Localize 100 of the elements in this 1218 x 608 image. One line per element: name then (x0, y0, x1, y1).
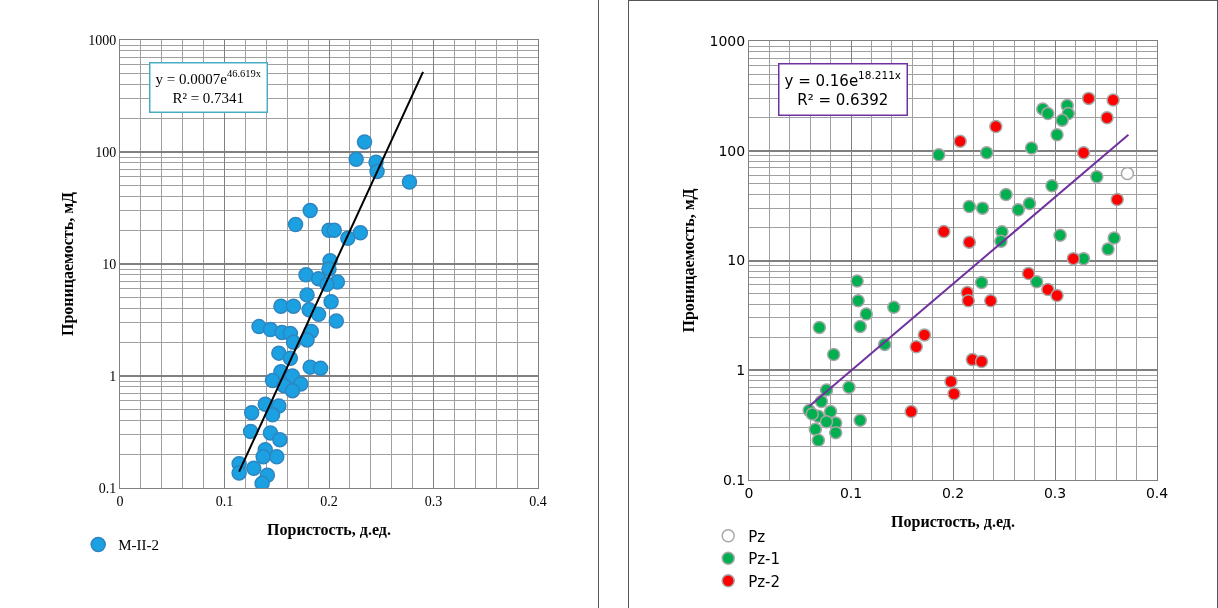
point (242, 423, 259, 440)
y-tick-label: 1 (109, 368, 117, 384)
point (1041, 106, 1055, 121)
point (1100, 110, 1114, 125)
point (917, 328, 932, 342)
point (975, 201, 990, 215)
x-tick-label: 0.1 (839, 484, 863, 501)
point (961, 293, 976, 308)
y-tick-label: 100 (95, 144, 117, 160)
y-tick-label: 1 (736, 362, 746, 379)
point (302, 202, 318, 219)
point (974, 275, 989, 290)
y-tick-label: 1000 (709, 32, 746, 49)
point (284, 382, 301, 399)
legend-label: M-II-2 (118, 537, 160, 554)
point (1024, 141, 1039, 155)
annotation: y = 0.16e$^{18.211x}$ (784, 69, 902, 90)
point (805, 407, 819, 421)
point (947, 387, 961, 401)
point (853, 319, 867, 334)
point (819, 414, 834, 429)
x-tick-label: 0 (116, 493, 124, 509)
point (909, 339, 924, 354)
point (1101, 242, 1115, 256)
x-tick-label: 0 (744, 484, 754, 501)
point (1090, 169, 1104, 184)
point (1029, 275, 1044, 289)
point (984, 293, 998, 308)
point (999, 187, 1013, 202)
x-axis-title: Пористость, д.ед. (891, 513, 1015, 532)
legend-label: Pz-1 (748, 550, 781, 569)
point (254, 475, 270, 488)
point (1021, 266, 1036, 281)
annotation: R² = 0.7341 (172, 90, 245, 107)
point (326, 222, 342, 239)
annotation: y = 0.0007e$^{46.619x}$ (155, 68, 262, 87)
point (1041, 282, 1055, 297)
point (401, 174, 418, 190)
point (887, 300, 901, 314)
point (273, 298, 289, 314)
point (348, 151, 364, 168)
x-tick-label: 0.3 (424, 493, 443, 509)
point (812, 320, 827, 335)
point (269, 449, 285, 465)
point (312, 360, 329, 377)
point (323, 294, 339, 310)
point (859, 307, 874, 321)
point (989, 119, 1003, 134)
point (850, 274, 864, 288)
point (953, 134, 967, 149)
x-axis-title: Пористость, д.ед. (267, 521, 391, 540)
point (1022, 196, 1037, 211)
point (1120, 166, 1135, 181)
point (1066, 251, 1081, 266)
x-tick-label: 0.4 (529, 493, 547, 509)
point (1107, 231, 1121, 245)
y-tick-label: 1000 (88, 32, 117, 48)
point (1076, 145, 1091, 160)
y-tick-label: 0.1 (722, 471, 746, 488)
x-tick-label: 0.2 (941, 484, 965, 501)
point (962, 235, 977, 249)
x-tick-label: 0.4 (1145, 484, 1169, 501)
point (944, 374, 958, 389)
point (937, 224, 951, 239)
point (246, 460, 262, 477)
legend-label: Pz (748, 527, 766, 546)
point (356, 134, 373, 150)
point (904, 404, 918, 419)
point (1055, 113, 1069, 127)
point (1011, 203, 1026, 217)
point (1081, 91, 1096, 106)
y-tick-label: 10 (727, 252, 746, 269)
point (826, 347, 841, 362)
y-axis-title: Проницаемость, мД (680, 188, 699, 333)
point (808, 422, 823, 436)
point (1110, 192, 1124, 207)
point (298, 267, 314, 283)
legend-label: Pz-2 (748, 572, 781, 591)
x-tick-label: 0.3 (1043, 484, 1067, 501)
point (851, 293, 865, 308)
point (828, 425, 843, 440)
point (1053, 228, 1067, 242)
point (1050, 288, 1064, 303)
point (962, 199, 977, 214)
point (243, 404, 260, 421)
point (1106, 93, 1120, 107)
point (931, 147, 946, 162)
point (287, 216, 304, 233)
point (231, 465, 247, 481)
point (853, 413, 867, 428)
point (310, 306, 327, 323)
point (328, 313, 345, 329)
point (842, 380, 856, 394)
point (974, 354, 989, 369)
point (255, 449, 271, 465)
point (299, 332, 315, 348)
point (271, 345, 287, 361)
point (352, 225, 369, 241)
x-tick-label: 0.1 (215, 493, 234, 509)
point (272, 431, 288, 448)
